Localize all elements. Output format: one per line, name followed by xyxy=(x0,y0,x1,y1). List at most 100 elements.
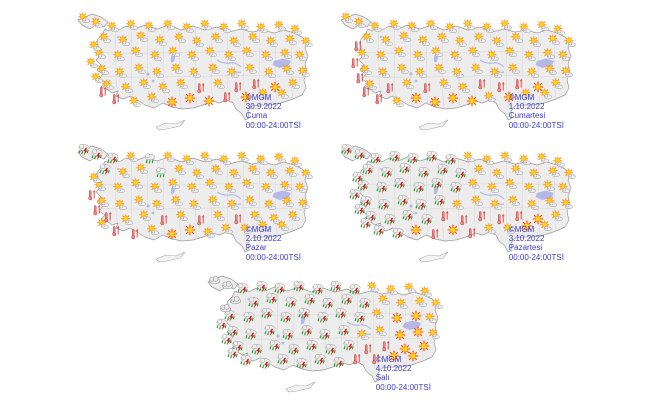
weather-icon-sunny-intervals xyxy=(431,46,444,58)
weather-icon-thundershower xyxy=(348,284,362,297)
weather-icon-sunny-intervals xyxy=(152,198,165,210)
weather-icon-sunny-intervals xyxy=(200,18,212,30)
weather-icon-sunny-intervals xyxy=(394,46,406,58)
weather-icon-thundershower xyxy=(279,312,293,325)
day-text: Pazar xyxy=(245,243,267,253)
weather-icon-sunny-intervals xyxy=(502,222,515,234)
forecast-map-tuesday: ©MGM 4.10.2022 Salı 00:00-24:00TSİ xyxy=(185,270,450,397)
weather-icon-temperature-rise xyxy=(103,211,113,223)
weather-icon-thundershower xyxy=(268,340,282,353)
forecast-map-saturday: ©MGM 1.10.2022 Cumartesi 00:00-24:00TSİ xyxy=(318,8,583,135)
weather-icon-sunny-intervals xyxy=(208,195,220,206)
weather-icon-sunny-intervals xyxy=(529,168,542,180)
weather-icon-sunny-intervals xyxy=(242,178,255,190)
weather-icon-thundershower xyxy=(250,343,264,357)
weather-icon-sunny-intervals xyxy=(563,36,576,48)
weather-icon-sunny-intervals xyxy=(189,66,202,78)
weather-icon-thundershower xyxy=(380,166,394,180)
day-text: Salı xyxy=(375,373,390,383)
weather-icon-sunny-intervals xyxy=(274,151,287,163)
weather-icon-sunny-intervals xyxy=(210,32,223,44)
weather-icon-sunny-intervals xyxy=(500,18,512,30)
weather-icon-sunny-intervals xyxy=(88,40,101,52)
weather-icon-layer xyxy=(55,140,320,267)
weather-icon-sunny-intervals xyxy=(147,92,159,104)
weather-icon-thundershower xyxy=(351,171,365,185)
weather-icon-thundershower xyxy=(383,213,397,227)
weather-icon-sunny xyxy=(407,350,419,362)
time-range-text: 00:00-24:00TSİ xyxy=(245,120,301,130)
weather-icon-sunny-intervals xyxy=(526,66,539,78)
weather-icon-sunny-intervals xyxy=(237,18,249,30)
map-label: ©MGM 1.10.2022 Cumartesi 00:00-24:00TSİ xyxy=(509,93,564,130)
weather-icon-sunny-intervals xyxy=(430,298,443,310)
weather-icon-sunny-intervals xyxy=(518,154,531,166)
copyright-text: ©MGM xyxy=(508,93,535,103)
weather-icon-temperature-rise xyxy=(159,214,169,226)
weather-icon-sunny-intervals xyxy=(176,210,189,222)
weather-icon-thundershower xyxy=(329,280,343,293)
weather-icon-thundershower xyxy=(292,280,306,293)
weather-icon-thundershower xyxy=(284,296,298,310)
weather-icon-sunny-intervals xyxy=(545,196,558,208)
weather-icon-sunny-intervals xyxy=(224,50,236,62)
turkey-map xyxy=(318,140,583,267)
weather-icon-sunny-intervals xyxy=(402,78,414,90)
weather-icon-sunny-intervals xyxy=(295,182,308,194)
weather-icon-sunny-intervals xyxy=(186,50,199,62)
weather-icon-rain-shower xyxy=(155,167,168,179)
weather-icon-sunny-intervals xyxy=(505,178,518,190)
weather-icon-thundershower xyxy=(258,357,272,370)
weather-icon-sunny-intervals xyxy=(540,220,552,232)
weather-icon-sunny-intervals xyxy=(139,210,151,222)
forecast-map-friday: ©MGM 30.9.2022 Cuma 00:00-24:00TSİ xyxy=(55,8,320,135)
weather-icon-sunny-intervals xyxy=(359,64,372,76)
weather-icon-thundershower xyxy=(260,308,274,321)
weather-icon-sunny-intervals xyxy=(550,210,563,222)
weather-icon-sunny-intervals xyxy=(471,195,483,206)
weather-icon-thundershower xyxy=(444,154,458,167)
weather-icon-cloudy xyxy=(208,275,221,285)
weather-icon-sunny-intervals xyxy=(542,179,555,191)
weather-icon-sunny-intervals xyxy=(425,312,438,324)
weather-icon-thundershower xyxy=(281,328,295,341)
weather-icon-thundershower xyxy=(430,178,444,191)
weather-icon-thundershower xyxy=(353,203,367,216)
weather-icon-sunny-intervals xyxy=(561,65,573,77)
weather-icon-layer xyxy=(318,8,583,135)
weather-icon-sunny-intervals xyxy=(362,32,375,44)
weather-icon-sunny-intervals xyxy=(213,78,226,90)
weather-icon-thundershower xyxy=(359,217,373,230)
weather-icon-layer xyxy=(318,140,583,267)
weather-icon-temperature-rise xyxy=(496,213,506,225)
weather-icon-thundershower xyxy=(77,144,91,157)
weather-icon-sunny-intervals xyxy=(287,210,300,222)
weather-icon-thundershower xyxy=(247,296,261,310)
weather-icon-thundershower xyxy=(324,343,338,357)
weather-icon-sunny xyxy=(410,310,422,322)
weather-icon-sunny-intervals xyxy=(439,78,452,90)
weather-icon-thundershower xyxy=(265,293,279,306)
weather-icon-temperature-rise xyxy=(196,214,206,226)
weather-icon-temperature-rise xyxy=(352,353,362,365)
weather-icon-sunny-intervals xyxy=(173,32,186,44)
weather-icon-sunny-intervals xyxy=(500,150,512,162)
weather-icon-sunny-intervals xyxy=(279,179,292,191)
weather-icon-sunny-intervals xyxy=(163,150,175,162)
weather-icon-temperature-rise xyxy=(385,82,395,94)
weather-icon-thundershower xyxy=(353,312,367,325)
weather-icon-sunny-intervals xyxy=(290,155,302,167)
weather-icon-sunny-intervals xyxy=(163,18,175,30)
day-text: Cuma xyxy=(245,111,268,121)
weather-icon-sunny-intervals xyxy=(147,224,159,236)
weather-icon-thundershower xyxy=(406,152,420,166)
weather-icon-temperature-rise xyxy=(196,82,206,94)
weather-icon-thundershower xyxy=(342,340,356,353)
weather-icon-sunny-intervals xyxy=(118,167,130,179)
weather-icon-sunny-intervals xyxy=(481,22,494,34)
weather-icon-temperature-rise xyxy=(371,353,381,365)
weather-icon-temperature-rise xyxy=(361,86,371,98)
weather-icon-temperature-rise xyxy=(130,228,140,240)
weather-icon-thundershower xyxy=(321,298,335,311)
time-range-text: 00:00-24:00TSİ xyxy=(508,252,564,262)
